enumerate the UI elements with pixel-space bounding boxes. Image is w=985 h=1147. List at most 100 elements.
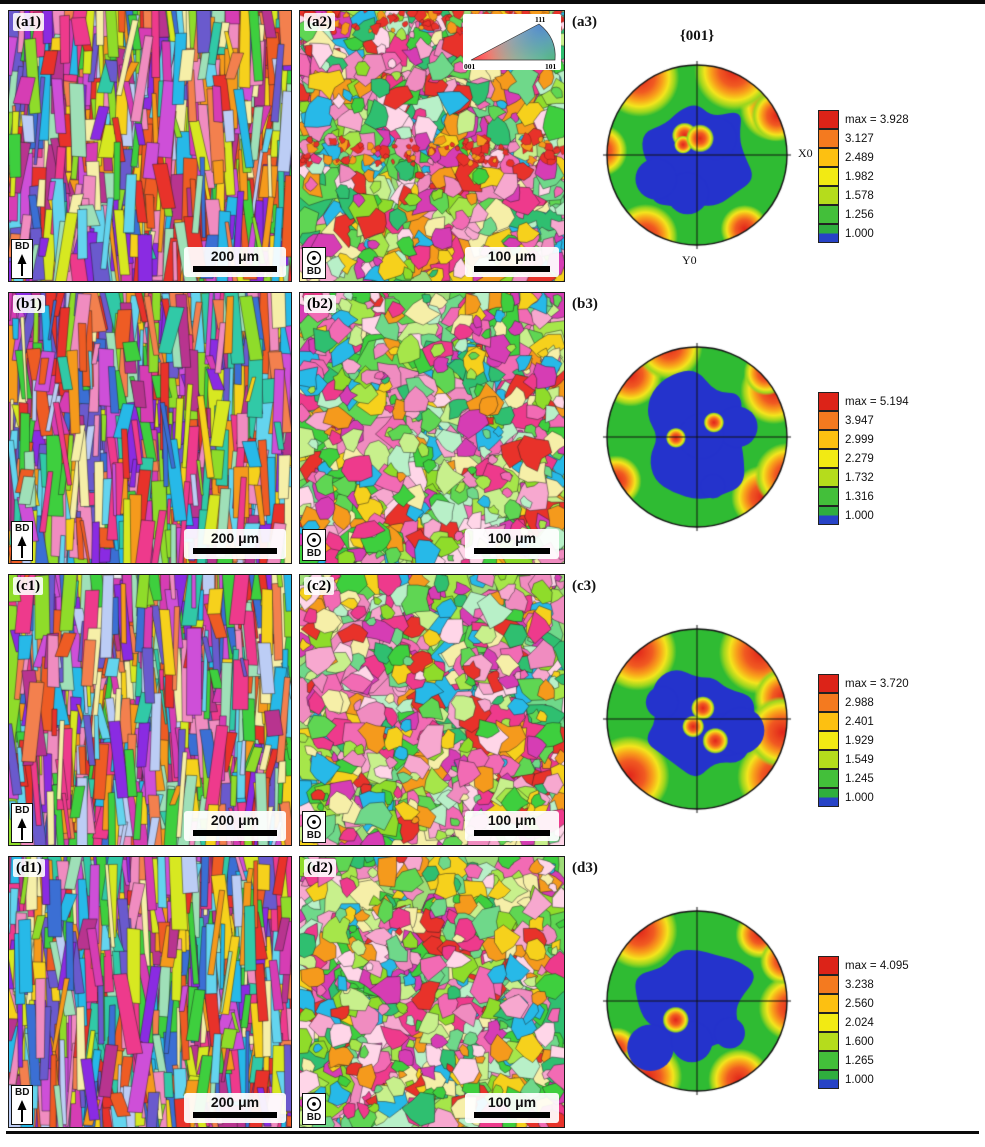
legend-row: 1.000 [818, 506, 909, 525]
panel-label-d3: (d3) [572, 860, 598, 876]
scale-bar-label: 100 μm [487, 811, 537, 828]
scale-bar-line [193, 266, 277, 272]
scale-bar-line [474, 548, 550, 554]
bd-label: BD [306, 548, 322, 559]
top-rule [0, 0, 985, 4]
legend-swatch [818, 788, 839, 807]
build-direction-marker: BD [302, 529, 326, 561]
legend-max-label: max = 4.095 [845, 959, 909, 972]
color-scale-legend-c3: max = 3.720 2.988 2.401 1.929 1.549 1.24… [818, 674, 909, 807]
panel-label-a1: (a1) [13, 13, 44, 31]
legend-row: 1.000 [818, 1070, 909, 1089]
ebsd-map-d2-image [300, 857, 564, 1127]
out-of-plane-icon [306, 814, 322, 830]
scale-bar: 100 μm [465, 810, 559, 841]
ipf-color-key: 111 001 101 [463, 14, 561, 71]
pole-figure-d3-image [602, 906, 792, 1096]
legend-row: max = 3.720 [818, 674, 909, 693]
panel-label-c1: (c1) [13, 577, 44, 595]
legend-swatch [818, 731, 839, 750]
bd-label: BD [15, 805, 30, 816]
panel-label-b1: (b1) [13, 295, 45, 313]
legend-swatch [818, 487, 839, 506]
color-scale-legend-a3: max = 3.928 3.127 2.489 1.982 1.578 1.25… [818, 110, 909, 243]
scale-bar: 200 μm [184, 528, 286, 559]
ipf-key-101-label: 101 [545, 62, 557, 70]
panel-label-b2: (b2) [304, 295, 336, 313]
up-arrow-icon [17, 818, 27, 840]
pole-figure-c3 [602, 624, 792, 814]
ebsd-map-d1-image [9, 857, 291, 1127]
bd-label: BD [15, 523, 30, 534]
legend-row: 2.024 [818, 1013, 909, 1032]
legend-swatch [818, 392, 839, 411]
legend-level-label: 3.238 [845, 978, 874, 991]
legend-row: 1.000 [818, 224, 909, 243]
legend-row: 2.489 [818, 148, 909, 167]
panel-label-c3: (c3) [572, 578, 597, 594]
build-direction-marker: BD [11, 239, 34, 279]
legend-row: 1.982 [818, 167, 909, 186]
up-arrow-icon [17, 536, 27, 558]
out-of-plane-icon [306, 1096, 322, 1112]
legend-swatch [818, 148, 839, 167]
bd-label: BD [15, 241, 30, 252]
legend-swatch [818, 975, 839, 994]
scale-bar-line [474, 830, 550, 836]
pole-figure-a3-image [602, 60, 792, 250]
legend-row: max = 4.095 [818, 956, 909, 975]
pole-figure-x-axis-label: X0 [798, 146, 813, 160]
ebsd-map-a1-image [9, 11, 291, 281]
scale-bar-label: 100 μm [487, 247, 537, 264]
pole-figure-b3 [602, 342, 792, 532]
scale-bar: 200 μm [184, 246, 286, 277]
pole-figure-title: {001} [679, 28, 715, 44]
legend-swatch [818, 712, 839, 731]
legend-swatch [818, 674, 839, 693]
legend-swatch [818, 1051, 839, 1070]
ebsd-map-c1-image [9, 575, 291, 845]
legend-row: 1.578 [818, 186, 909, 205]
legend-row: 1.929 [818, 731, 909, 750]
legend-row: max = 5.194 [818, 392, 909, 411]
legend-swatch [818, 129, 839, 148]
scale-bar-label: 100 μm [487, 1093, 537, 1110]
legend-swatch [818, 186, 839, 205]
legend-row: 2.279 [818, 449, 909, 468]
panel-label-a2: (a2) [304, 13, 335, 31]
legend-swatch [818, 693, 839, 712]
legend-swatch [818, 167, 839, 186]
scale-bar: 100 μm [465, 246, 559, 277]
panel-label-a3: (a3) [572, 14, 597, 30]
legend-swatch [818, 449, 839, 468]
legend-row: 3.127 [818, 129, 909, 148]
bd-label: BD [306, 830, 322, 841]
legend-level-label: 2.489 [845, 151, 874, 164]
scale-bar-line [193, 830, 277, 836]
legend-level-label: 1.929 [845, 734, 874, 747]
build-direction-marker: BD [302, 811, 326, 843]
legend-swatch [818, 411, 839, 430]
legend-swatch [818, 430, 839, 449]
legend-row: 1.000 [818, 788, 909, 807]
legend-level-label: 1.578 [845, 189, 874, 202]
legend-row: 2.988 [818, 693, 909, 712]
legend-row: 1.600 [818, 1032, 909, 1051]
bd-label: BD [15, 1087, 30, 1098]
pole-figure-y-axis-label: Y0 [682, 253, 697, 267]
ipf-key-111-label: 111 [535, 15, 546, 24]
legend-level-label: 2.999 [845, 433, 874, 446]
ebsd-map-b2-image [300, 293, 564, 563]
scale-bar-line [474, 266, 550, 272]
legend-swatch [818, 506, 839, 525]
color-scale-legend-b3: max = 5.194 3.947 2.999 2.279 1.732 1.31… [818, 392, 909, 525]
legend-row: 3.947 [818, 411, 909, 430]
legend-level-label: 3.127 [845, 132, 874, 145]
legend-level-label: 1.265 [845, 1054, 874, 1067]
scale-bar: 100 μm [465, 1092, 559, 1123]
legend-level-label: 1.732 [845, 471, 874, 484]
pole-figure-a3 [602, 60, 792, 250]
ebsd-map-b1-image [9, 293, 291, 563]
legend-swatch [818, 468, 839, 487]
up-arrow-icon [17, 1100, 27, 1122]
